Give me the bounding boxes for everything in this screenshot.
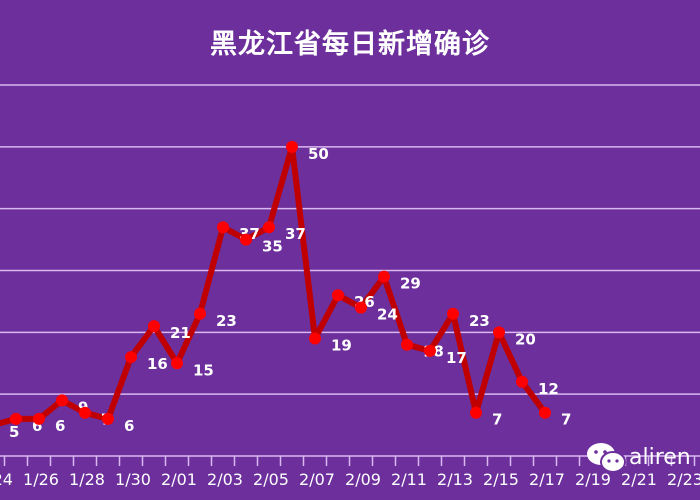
- x-tick-label: 2/13: [437, 470, 473, 489]
- data-label: 6: [124, 417, 134, 435]
- x-tick-label: 1/26: [23, 470, 59, 489]
- data-point: [102, 412, 114, 425]
- data-point: [401, 338, 413, 351]
- data-label: 6: [55, 417, 65, 435]
- data-point: [217, 221, 229, 234]
- x-tick-label: 2/05: [253, 470, 289, 489]
- data-point: [447, 307, 459, 320]
- data-point: [263, 221, 275, 234]
- data-point: [332, 289, 344, 302]
- data-point: [539, 406, 551, 419]
- data-point: [424, 344, 436, 357]
- watermark: aliren: [585, 440, 691, 474]
- x-tick-label: 2/17: [529, 470, 565, 489]
- data-label: 7: [492, 411, 502, 429]
- data-point: [79, 406, 91, 419]
- x-tick-label: 2/11: [391, 470, 427, 489]
- data-point: [516, 375, 528, 388]
- data-label: 21: [170, 324, 191, 342]
- data-label: 23: [469, 312, 490, 330]
- data-point: [56, 394, 68, 407]
- data-point: [309, 332, 321, 345]
- data-label: 15: [193, 361, 214, 379]
- data-point: [240, 233, 252, 246]
- x-tick-label: 2/01: [161, 470, 197, 489]
- x-tick-label: 2/23: [667, 470, 700, 489]
- data-label: 19: [331, 337, 352, 355]
- x-tick-label: 2/15: [483, 470, 519, 489]
- x-tick-label: 1/24: [0, 470, 13, 489]
- data-point: [171, 357, 183, 370]
- x-tick-label: 1/30: [115, 470, 151, 489]
- data-point: [10, 412, 22, 425]
- data-label: 20: [515, 330, 536, 348]
- x-tick-label: 2/07: [299, 470, 335, 489]
- data-label: 5: [9, 423, 19, 441]
- data-label: 12: [538, 380, 559, 398]
- wechat-icon: [587, 443, 626, 473]
- data-point: [286, 140, 298, 153]
- data-label: 37: [285, 225, 306, 243]
- x-tick-label: 2/03: [207, 470, 243, 489]
- data-point: [355, 301, 367, 314]
- data-label: 16: [147, 355, 168, 373]
- data-point: [493, 326, 505, 339]
- data-label: 29: [400, 275, 421, 293]
- data-point: [33, 412, 45, 425]
- data-label: 24: [377, 306, 398, 324]
- data-point: [194, 307, 206, 320]
- data-label: 50: [308, 145, 329, 163]
- x-tick-label: 2/19: [575, 470, 611, 489]
- data-label: 23: [216, 312, 237, 330]
- watermark-text: aliren: [629, 444, 691, 470]
- series-line: [0, 143, 548, 427]
- data-label: 7: [561, 411, 571, 429]
- data-label: 35: [262, 238, 283, 256]
- x-tick-label: 1/28: [69, 470, 105, 489]
- data-label: 17: [446, 349, 467, 367]
- data-point: [125, 351, 137, 364]
- x-tick-label: 2/21: [621, 470, 657, 489]
- data-label: 6: [32, 417, 42, 435]
- chart-title: 黑龙江省每日新增确诊: [210, 29, 490, 60]
- data-point: [378, 270, 390, 283]
- x-tick-label: 2/09: [345, 470, 381, 489]
- data-point: [470, 406, 482, 419]
- data-point: [148, 320, 160, 333]
